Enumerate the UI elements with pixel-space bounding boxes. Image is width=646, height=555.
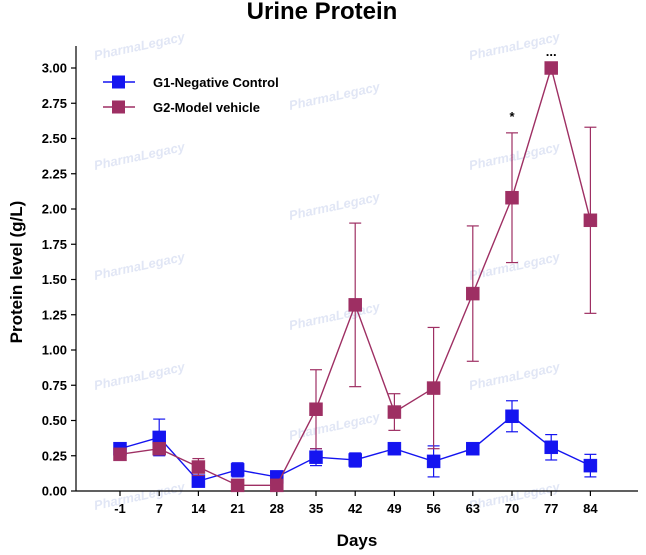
data-point-marker xyxy=(426,454,441,469)
watermark-text: PharmaLegacy xyxy=(93,359,187,393)
x-tick-label: 42 xyxy=(348,501,362,516)
annotations-layer: *... xyxy=(509,44,556,124)
data-point-marker xyxy=(152,441,166,456)
watermark-text: PharmaLegacy xyxy=(288,79,382,113)
y-tick-label: 1.50 xyxy=(42,272,67,287)
y-tick-label: 3.00 xyxy=(42,61,67,76)
data-point-marker xyxy=(270,478,284,493)
watermark-text: PharmaLegacy xyxy=(93,249,187,283)
data-point-marker xyxy=(466,441,480,456)
x-tick-label: 21 xyxy=(230,501,244,516)
y-tick-label: 2.25 xyxy=(42,166,67,181)
x-tick-label: 49 xyxy=(387,501,401,516)
axes-layer xyxy=(75,46,638,492)
data-point-marker xyxy=(309,402,323,416)
x-axis-label: Days xyxy=(337,531,378,550)
watermark-text: PharmaLegacy xyxy=(288,189,382,223)
significance-annotation: ... xyxy=(546,44,557,59)
legend-marker xyxy=(112,75,125,89)
legend-item: G1-Negative Control xyxy=(103,75,279,90)
x-tick-label: 28 xyxy=(270,501,284,516)
y-tick-label: 0.25 xyxy=(42,448,67,463)
data-point-marker xyxy=(583,458,598,473)
data-point-marker xyxy=(505,409,519,424)
y-axis-label: Protein level (g/L) xyxy=(7,201,26,344)
legend-item: G2-Model vehicle xyxy=(103,100,260,115)
watermark-text: PharmaLegacy xyxy=(93,139,187,173)
watermark-text: PharmaLegacy xyxy=(468,359,562,393)
y-tick-label: 1.25 xyxy=(42,307,67,322)
legend-label: G2-Model vehicle xyxy=(153,100,260,115)
x-tick-label: 70 xyxy=(505,501,519,516)
y-tick-label: 0.75 xyxy=(42,378,67,393)
x-tick-label: 7 xyxy=(156,501,163,516)
data-point-marker xyxy=(387,405,402,419)
data-point-marker xyxy=(113,447,127,462)
legend-marker xyxy=(112,100,125,114)
data-point-marker xyxy=(348,453,362,467)
x-axis-ticks: -1 7 14 21 28 35 42 49 56 63 70 77 84 xyxy=(114,491,598,516)
data-point-marker xyxy=(387,441,402,456)
x-tick-label: -1 xyxy=(114,501,126,516)
x-tick-label: 14 xyxy=(191,501,206,516)
data-point-marker xyxy=(505,190,519,205)
legend-label: G1-Negative Control xyxy=(153,75,279,90)
x-tick-label: 77 xyxy=(544,501,558,516)
watermark-text: PharmaLegacy xyxy=(468,139,562,173)
x-tick-label: 56 xyxy=(426,501,440,516)
watermark-text: PharmaLegacy xyxy=(93,479,187,513)
data-point-marker xyxy=(583,213,598,228)
significance-annotation: * xyxy=(509,109,515,124)
legend: G1-Negative Control G2-Model vehicle xyxy=(103,75,279,115)
y-tick-label: 1.75 xyxy=(42,237,67,252)
data-point-marker xyxy=(191,474,206,488)
series-2 xyxy=(113,61,598,493)
watermark-text: PharmaLegacy xyxy=(288,299,382,333)
y-tick-label: 0.00 xyxy=(42,484,67,499)
y-tick-label: 2.75 xyxy=(42,96,67,111)
data-point-marker xyxy=(309,450,323,464)
series-layer xyxy=(113,61,598,493)
y-tick-label: 0.50 xyxy=(42,413,67,428)
x-tick-label: 84 xyxy=(583,501,598,516)
data-point-marker xyxy=(348,298,362,312)
chart-title: Urine Protein xyxy=(247,0,398,25)
watermark-text: PharmaLegacy xyxy=(468,249,562,283)
watermark-text: PharmaLegacy xyxy=(93,29,187,63)
x-tick-label: 35 xyxy=(309,501,323,516)
data-point-marker xyxy=(466,286,480,301)
y-axis-ticks: 0.00 0.25 0.50 0.75 1.00 1.25 1.50 1.75 2.00 2.25… xyxy=(42,61,76,499)
data-point-marker xyxy=(544,440,558,455)
x-tick-label: 63 xyxy=(466,501,480,516)
data-point-marker xyxy=(230,463,245,477)
data-point-marker xyxy=(426,381,441,395)
data-point-marker xyxy=(191,460,206,474)
y-tick-label: 2.50 xyxy=(42,131,67,146)
y-tick-label: 1.00 xyxy=(42,343,67,358)
data-point-marker xyxy=(544,61,558,75)
data-point-marker xyxy=(230,478,245,493)
y-tick-label: 2.00 xyxy=(42,202,67,217)
